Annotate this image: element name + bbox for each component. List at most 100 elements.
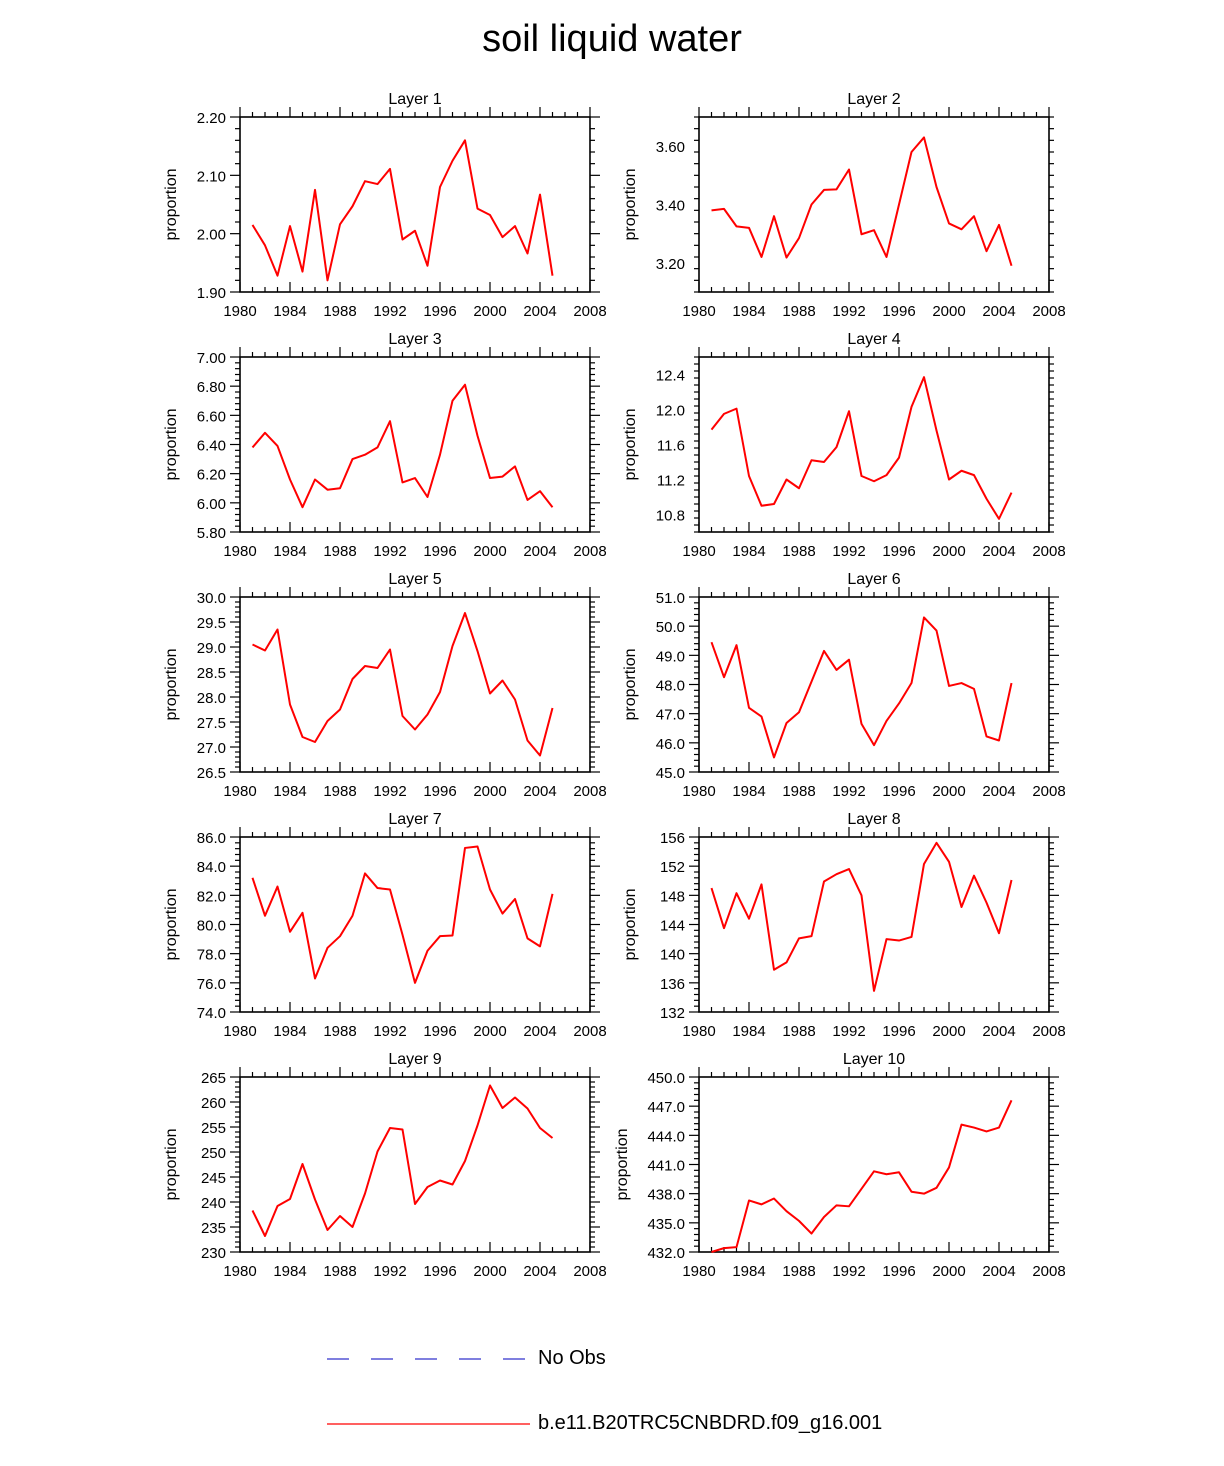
- y-axis-label: proportion: [622, 888, 639, 960]
- panel-title: Layer 5: [388, 571, 441, 588]
- x-tick-label: 1992: [832, 783, 865, 800]
- y-tick-label: 2.20: [197, 110, 226, 127]
- x-tick-label: 2008: [1032, 783, 1065, 800]
- plot-frame: [239, 1076, 591, 1253]
- y-tick-label: 45.0: [656, 765, 685, 782]
- x-tick-label: 2000: [932, 1263, 965, 1280]
- y-axis-label: proportion: [163, 1128, 180, 1200]
- y-tick-label: 140: [660, 947, 685, 964]
- y-tick-label: 6.60: [197, 408, 226, 425]
- chart-panel-4: Layer 4 1980 1984 1988 1992 1996 2000 2004 2008 1…: [622, 331, 1066, 560]
- y-tick-label: 49.0: [656, 648, 685, 665]
- y-tick-label: 265: [201, 1070, 226, 1087]
- y-tick-label: 447.0: [647, 1099, 685, 1116]
- y-tick-label: 2.10: [197, 168, 226, 185]
- x-tick-label: 1992: [832, 1023, 865, 1040]
- plot-frame: [239, 836, 591, 1013]
- panel-title: Layer 1: [388, 91, 441, 108]
- x-tick-label: 1992: [832, 303, 865, 320]
- x-tick-label: 2008: [1032, 1023, 1065, 1040]
- x-tick-label: 2008: [1032, 303, 1065, 320]
- y-tick-label: 26.5: [197, 765, 226, 782]
- y-tick-label: 12.0: [656, 403, 685, 420]
- y-tick-label: 435.0: [647, 1216, 685, 1233]
- x-tick-label: 1992: [373, 303, 406, 320]
- x-tick-label: 1980: [682, 1263, 715, 1280]
- y-tick-label: 80.0: [197, 918, 226, 935]
- x-tick-label: 2008: [573, 783, 606, 800]
- x-tick-label: 1984: [732, 1263, 765, 1280]
- x-tick-label: 2008: [1032, 1263, 1065, 1280]
- chart-panel-6: Layer 6 1980 1984 1988 1992 1996 2000 2004 2008 4…: [622, 571, 1066, 800]
- y-tick-label: 450.0: [647, 1070, 685, 1087]
- panel-title: Layer 4: [847, 331, 900, 348]
- y-tick-label: 6.40: [197, 438, 226, 455]
- x-tick-label: 1988: [782, 1023, 815, 1040]
- chart-panel-2: Layer 2 1980 1984 1988 1992 1996 2000 2004 2008 3…: [622, 91, 1066, 320]
- x-tick-label: 2004: [982, 543, 1015, 560]
- x-tick-label: 1996: [882, 783, 915, 800]
- x-tick-label: 1996: [423, 1263, 456, 1280]
- y-tick-label: 156: [660, 830, 685, 847]
- x-tick-label: 1980: [223, 1023, 256, 1040]
- plot-frame: [698, 356, 1050, 533]
- y-tick-label: 230: [201, 1245, 226, 1262]
- x-tick-label: 2004: [982, 783, 1015, 800]
- legend-swatch-solid: [327, 1423, 530, 1425]
- chart-panel-10: Layer 10 1980 1984 1988 1992 1996 2000 2004 2008…: [614, 1051, 1066, 1280]
- y-tick-label: 260: [201, 1095, 226, 1112]
- x-tick-label: 1988: [323, 303, 356, 320]
- x-tick-label: 1992: [373, 1023, 406, 1040]
- chart-panel-9: Layer 9 1980 1984 1988 1992 1996 2000 2004 2008 2…: [163, 1051, 607, 1280]
- x-tick-label: 2000: [932, 1023, 965, 1040]
- x-tick-label: 1984: [732, 1023, 765, 1040]
- y-tick-label: 82.0: [197, 888, 226, 905]
- y-axis-label: proportion: [163, 648, 180, 720]
- legend-label-model: b.e11.B20TRC5CNBDRD.f09_g16.001: [538, 1412, 883, 1434]
- x-tick-label: 1980: [223, 1263, 256, 1280]
- series-line-1: [251, 383, 554, 509]
- y-tick-label: 7.00: [197, 350, 226, 367]
- y-axis-label: proportion: [163, 168, 180, 240]
- x-tick-label: 1988: [323, 1263, 356, 1280]
- plot-frame: [239, 356, 591, 533]
- x-tick-label: 1980: [223, 303, 256, 320]
- y-tick-label: 28.5: [197, 665, 226, 682]
- x-tick-label: 2000: [932, 783, 965, 800]
- chart-panel-5: Layer 5 1980 1984 1988 1992 1996 2000 2004 2008 2…: [163, 571, 607, 800]
- x-tick-label: 1984: [732, 303, 765, 320]
- y-tick-label: 11.6: [657, 438, 685, 455]
- panel-title: Layer 3: [388, 331, 441, 348]
- x-tick-label: 1980: [223, 783, 256, 800]
- chart-panel-7: Layer 7 1980 1984 1988 1992 1996 2000 2004 2008 7…: [163, 811, 607, 1040]
- series-line-1: [711, 136, 1013, 267]
- x-tick-label: 2008: [573, 1263, 606, 1280]
- y-tick-label: 6.00: [197, 496, 226, 513]
- y-tick-label: 29.5: [197, 615, 226, 632]
- x-tick-label: 1988: [323, 543, 356, 560]
- panel-title: Layer 7: [388, 811, 441, 828]
- x-tick-label: 1992: [832, 543, 865, 560]
- x-tick-label: 2000: [932, 543, 965, 560]
- x-tick-label: 1980: [682, 783, 715, 800]
- x-tick-label: 1984: [273, 303, 306, 320]
- y-tick-label: 2.00: [197, 227, 226, 244]
- series-line-1: [251, 139, 554, 282]
- x-tick-label: 1988: [323, 783, 356, 800]
- y-tick-label: 152: [660, 859, 685, 876]
- x-tick-label: 2008: [573, 543, 606, 560]
- y-tick-label: 10.8: [656, 508, 685, 525]
- y-tick-label: 6.20: [197, 467, 226, 484]
- x-tick-label: 1984: [273, 1023, 306, 1040]
- series-line-1: [710, 616, 1013, 759]
- x-tick-label: 2004: [982, 303, 1015, 320]
- y-axis-label: proportion: [163, 408, 180, 480]
- y-tick-label: 29.0: [197, 640, 226, 657]
- x-tick-label: 2008: [573, 303, 606, 320]
- x-tick-label: 1988: [323, 1023, 356, 1040]
- x-tick-label: 1992: [373, 783, 406, 800]
- panel-title: Layer 10: [843, 1051, 905, 1068]
- y-tick-label: 86.0: [197, 830, 226, 847]
- y-tick-label: 30.0: [197, 590, 226, 607]
